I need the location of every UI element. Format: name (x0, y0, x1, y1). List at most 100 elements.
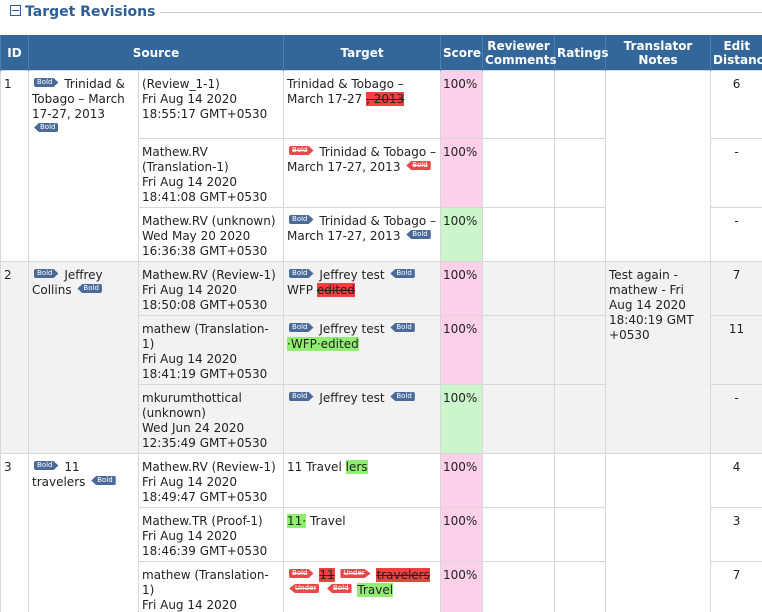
segment-text: Travel (309, 514, 346, 528)
ratings (554, 384, 607, 454)
edit-distance: - (710, 384, 762, 454)
reviewer-comments (482, 315, 556, 385)
score-cell: 100% (440, 261, 484, 316)
id-cell: 1 (0, 70, 29, 262)
section-title[interactable]: Target Revisions (10, 4, 155, 20)
segment-text: 11 Travel (287, 460, 342, 474)
revision-row: 3 Bold 11 travelers Bold Mathew.RV (Revie… (0, 453, 762, 612)
info-line: mathew (Translation-1) (142, 568, 269, 597)
inline-tag: Bold (289, 392, 314, 401)
revision-row: mkurumthottical (unknown) Wed Jun 24 2020… (1, 384, 762, 454)
inline-tag: Bold (327, 584, 352, 593)
inline-tag: Bold (289, 146, 314, 155)
id-cell: 3 (0, 453, 29, 612)
target-cell: 11· Travel (283, 507, 442, 562)
inline-tag: Bold (390, 269, 415, 278)
info-line: mathew (Translation-1) (142, 322, 269, 351)
inline-tag: Bold (289, 323, 314, 332)
revision-row: 2 Bold Jeffrey Collins Bold Mathew.RV (Re… (0, 261, 762, 454)
edit-distance: - (710, 207, 762, 262)
info-line: 18:46:39 GMT+0530 (142, 544, 268, 558)
info-line: 18:41:08 GMT+0530 (142, 190, 268, 204)
score-cell: 100% (440, 384, 484, 454)
target-cell: Bold Jeffrey test Bold (283, 384, 442, 454)
edit-distance: 7 (710, 561, 762, 612)
info-line: 16:36:38 GMT+0530 (142, 244, 268, 258)
revisions-table: ID Source Target Score Reviewer Comments Rati… (0, 35, 762, 612)
inline-tag: Under (340, 569, 371, 578)
column-header: Edit Distance (710, 35, 762, 71)
column-header: Reviewer Comments (482, 35, 557, 71)
translator-info: Mathew.TR (Proof-1) Fri Aug 14 2020 18:46:… (137, 507, 285, 562)
score-cell: 100% (440, 207, 484, 262)
deleted-text: 11 (319, 568, 335, 582)
segment-text: Jeffrey test (319, 268, 385, 282)
inline-tag: Bold (390, 323, 415, 332)
header-row: ID Source Target Score Reviewer Comments Rati… (0, 35, 762, 71)
inserted-text: lers (345, 460, 368, 474)
info-line: Fri Aug 14 2020 (142, 92, 237, 106)
info-line: Wed Jun 24 2020 (142, 421, 245, 435)
score-cell: 100% (440, 507, 484, 562)
collapse-icon[interactable] (10, 5, 21, 16)
reviewer-comments (482, 70, 556, 139)
translator-info: Mathew.RV (Review-1) Fri Aug 14 2020 18:49… (137, 453, 285, 508)
segment-text: WFP (287, 283, 314, 297)
inline-tag: Bold (406, 230, 431, 239)
ratings (554, 507, 607, 562)
target-cell: Bold Trinidad & Tobago – March 17-27, 20… (283, 207, 442, 262)
translator-notes (605, 453, 712, 612)
target-cell: Bold Jeffrey test Bold WFP edited (283, 261, 442, 316)
info-line: 18:55:17 GMT+0530 (142, 107, 268, 121)
section-header: Target Revisions (0, 0, 762, 35)
reviewer-comments (482, 207, 556, 262)
translator-info: Mathew.RV (Translation-1) Fri Aug 14 2020… (137, 138, 285, 208)
segment-text: Jeffrey test (319, 391, 385, 405)
inline-tag: Bold (91, 476, 116, 485)
segment-text: Trinidad & Tobago – March 17-27, 2013 (287, 145, 437, 174)
inserted-text: ·WFP·edited (287, 337, 359, 351)
segment-text: Jeffrey Collins (32, 268, 103, 297)
score-cell: 100% (440, 453, 484, 508)
divider (160, 12, 762, 13)
column-header: ID (0, 35, 29, 71)
info-line: Fri Aug 14 2020 (142, 475, 237, 489)
info-line: 12:35:49 GMT+0530 (142, 436, 268, 450)
segment-text: Trinidad & Tobago – March 17-27 (287, 77, 404, 106)
info-line: Fri Aug 14 2020 (142, 283, 237, 297)
info-line: Fri Aug 14 2020 (142, 175, 237, 189)
info-line: Mathew.RV (unknown) (142, 214, 276, 228)
inline-tag: Bold (34, 269, 59, 278)
edit-distance: 11 (710, 315, 762, 385)
ratings (554, 70, 607, 139)
target-cell: Bold Jeffrey test Bold ·WFP·edited (283, 315, 442, 385)
inline-tag: Bold (34, 123, 59, 132)
translator-info: Mathew.RV (Review-1) Fri Aug 14 2020 18:50… (137, 261, 285, 316)
translator-notes: Test again - mathew - Fri Aug 14 2020 18… (605, 261, 712, 454)
ratings (554, 315, 607, 385)
ratings (554, 138, 607, 208)
source-cell: Bold Trinidad & Tobago – March 17-27, 20… (28, 70, 139, 262)
column-header: Translator Notes (605, 35, 711, 71)
info-line: Wed May 20 2020 (142, 229, 251, 243)
inserted-text: 11· (287, 514, 307, 528)
target-cell: 11 Travel lers (283, 453, 442, 508)
inline-tag: Bold (289, 215, 314, 224)
table-body: 1 Bold Trinidad & Tobago – March 17-27, 2… (0, 70, 762, 612)
reviewer-comments (482, 261, 556, 316)
info-line: Fri Aug 14 2020 (142, 352, 237, 366)
info-line: (Review_1-1) (142, 77, 220, 91)
target-cell: Bold 11 Under travelers Under Bold Trave… (283, 561, 442, 612)
translator-info: (Review_1-1) Fri Aug 14 2020 18:55:17 GMT+… (137, 70, 285, 139)
revision-row: mathew (Translation-1)Fri Aug 14 202018:… (1, 561, 762, 612)
deleted-text: edited (316, 283, 355, 297)
ratings (554, 207, 607, 262)
info-line: Fri Aug 14 2020 (142, 598, 237, 612)
score-cell: 100% (440, 561, 484, 612)
translator-notes (605, 70, 712, 262)
edit-distance: 3 (710, 507, 762, 562)
inline-tag: Bold (34, 461, 59, 470)
inline-tag: Under (289, 584, 320, 593)
